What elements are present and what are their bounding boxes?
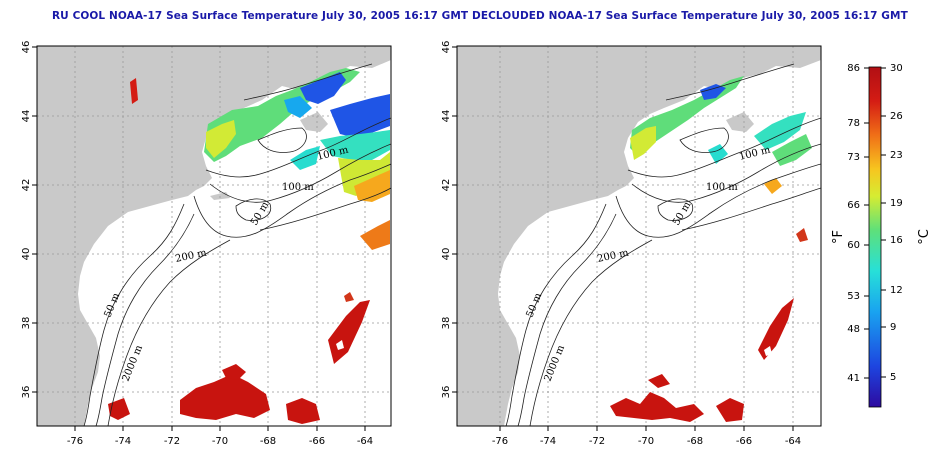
fahrenheit-tick: 48 [847, 324, 860, 335]
left-map-title: RU COOL NOAA-17 Sea Surface Temperature … [52, 10, 469, 22]
celsius-tick: 23 [890, 150, 903, 161]
fahrenheit-tick: 60 [847, 240, 860, 251]
land-mass [37, 46, 391, 426]
right-map-title: DECLOUDED NOAA-17 Sea Surface Temperatur… [472, 10, 908, 22]
left-axis-ticks [32, 46, 366, 431]
colorbar-ticks [864, 67, 886, 379]
y-tick-label: 40 [441, 248, 452, 261]
celsius-tick: 30 [890, 63, 903, 74]
y-tick-label: 38 [441, 317, 452, 330]
y-tick-label: 44 [21, 110, 32, 123]
x-tick-label: -70 [638, 436, 654, 447]
celsius-axis-label: °C [917, 229, 932, 245]
celsius-tick: 12 [890, 285, 903, 296]
x-tick-label: -76 [67, 436, 83, 447]
fahrenheit-tick: 78 [847, 118, 860, 129]
x-tick-label: -66 [736, 436, 752, 447]
lat-lon-grid [37, 46, 391, 426]
y-tick-label: 36 [21, 386, 32, 399]
fahrenheit-tick: 53 [847, 291, 860, 302]
x-tick-label: -68 [687, 436, 703, 447]
y-tick-label: 46 [441, 41, 452, 54]
contour-label: 100 m [282, 182, 314, 193]
x-tick-label: -66 [309, 436, 325, 447]
fahrenheit-axis-label: °F [831, 230, 846, 244]
celsius-tick: 26 [890, 111, 903, 122]
y-tick-label: 42 [441, 179, 452, 192]
right-axis-ticks [452, 46, 794, 431]
celsius-tick: 5 [890, 372, 896, 383]
y-tick-label: 38 [21, 317, 32, 330]
y-tick-label: 40 [21, 248, 32, 261]
x-tick-label: -74 [115, 436, 131, 447]
x-tick-label: -70 [212, 436, 228, 447]
celsius-tick: 9 [890, 322, 896, 333]
x-tick-label: -64 [357, 436, 373, 447]
y-tick-label: 44 [441, 110, 452, 123]
y-tick-label: 36 [441, 386, 452, 399]
left-y-tick-labels: 46 44 42 40 38 36 [21, 41, 32, 399]
lat-lon-grid [457, 46, 821, 426]
right-x-tick-labels: -76 -74 -72 -70 -68 -66 -64 [492, 436, 801, 447]
fahrenheit-tick: 66 [847, 200, 860, 211]
y-tick-label: 42 [21, 179, 32, 192]
fahrenheit-tick-labels: 86 78 73 66 60 53 48 41 [847, 63, 860, 384]
x-tick-label: -72 [164, 436, 180, 447]
bathymetry-contours [505, 63, 821, 426]
contour-label: 100 m [706, 182, 738, 193]
right-y-tick-labels: 46 44 42 40 38 36 [441, 41, 452, 399]
color-scale-bar [868, 66, 882, 408]
x-tick-label: -68 [260, 436, 276, 447]
left-x-tick-labels: -76 -74 -72 -70 -68 -66 -64 [67, 436, 373, 447]
celsius-tick-labels: 30 26 23 19 16 12 9 5 [890, 63, 903, 383]
x-tick-label: -76 [492, 436, 508, 447]
fahrenheit-tick: 41 [847, 373, 860, 384]
fahrenheit-tick: 73 [847, 152, 860, 163]
x-tick-label: -74 [540, 436, 556, 447]
left-map-frame [36, 45, 392, 427]
sst-patches [610, 76, 812, 422]
celsius-tick: 19 [890, 198, 903, 209]
x-tick-label: -72 [589, 436, 605, 447]
y-tick-label: 46 [21, 41, 32, 54]
x-tick-label: -64 [785, 436, 801, 447]
right-map-frame [456, 45, 822, 427]
celsius-tick: 16 [890, 235, 903, 246]
bathymetry-contours [83, 63, 391, 426]
fahrenheit-tick: 86 [847, 63, 860, 74]
